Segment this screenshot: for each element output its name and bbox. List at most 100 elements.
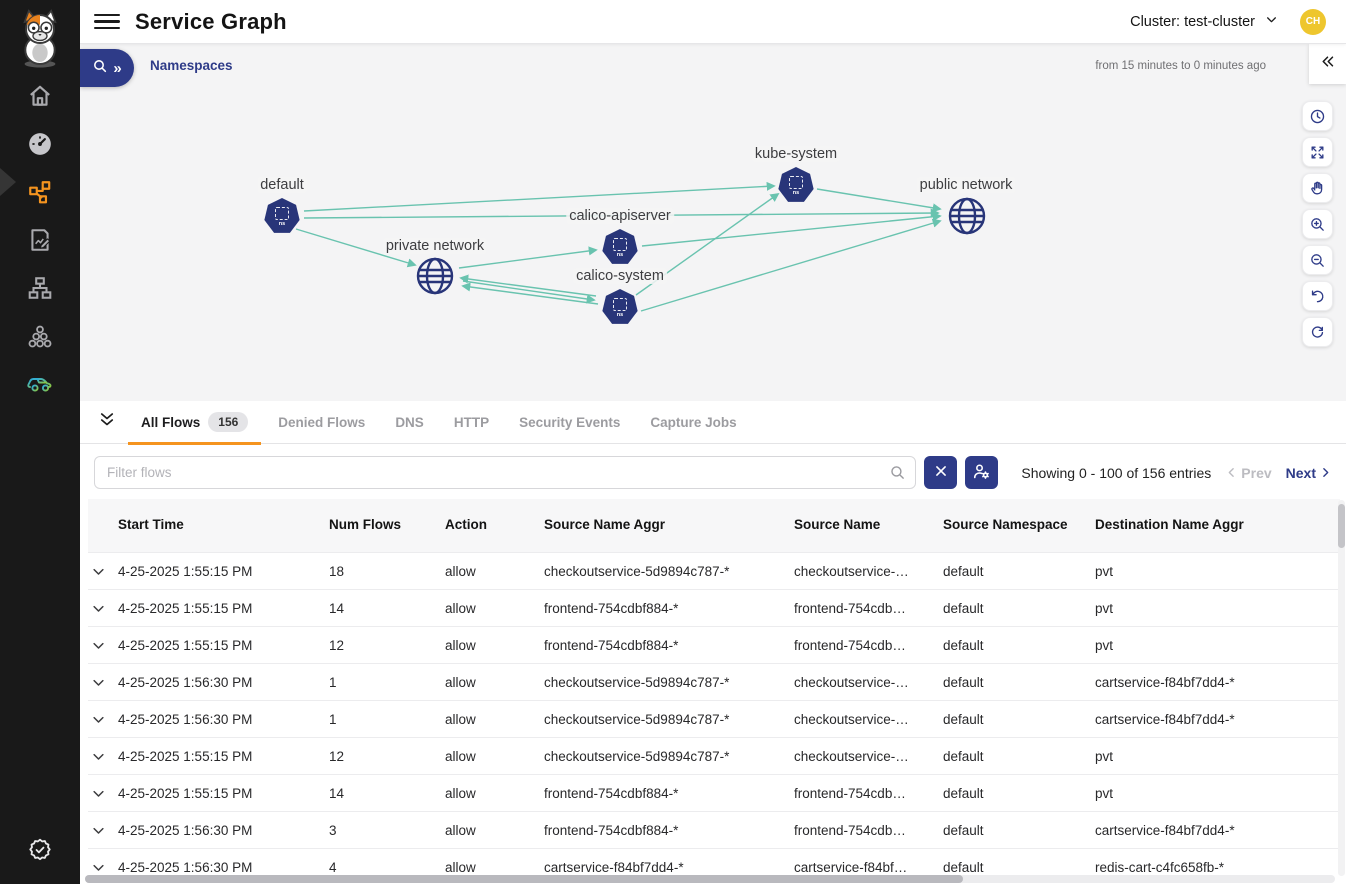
col-source-name-aggr[interactable]: Source Name Aggr (544, 517, 666, 533)
sidebar-item-policies[interactable] (20, 228, 60, 256)
reset-layout-button[interactable] (1302, 281, 1333, 311)
expand-row-chevron-icon[interactable] (88, 601, 118, 616)
cell-start-time: 4-25-2025 1:56:30 PM (118, 674, 253, 690)
expand-row-chevron-icon[interactable] (88, 786, 118, 801)
clock-icon (1310, 109, 1325, 123)
col-source-name[interactable]: Source Name (794, 517, 881, 533)
calico-cat-logo[interactable] (12, 8, 68, 70)
network-hierarchy-icon (27, 275, 53, 306)
refresh-icon (1311, 325, 1324, 338)
graph-search-button[interactable]: » (80, 49, 134, 87)
graph-node-calico-apiserver[interactable]: ns (602, 229, 638, 265)
table-row[interactable]: 4-25-2025 1:55:15 PM 14 allow frontend-7… (88, 774, 1340, 811)
vertical-scrollbar[interactable] (1338, 500, 1345, 876)
cell-source-name: checkoutservice-… (794, 563, 909, 579)
cell-num-flows: 12 (329, 748, 345, 764)
expand-row-chevron-icon[interactable] (88, 675, 118, 690)
cell-start-time: 4-25-2025 1:55:15 PM (118, 637, 253, 653)
clear-filter-button[interactable] (924, 456, 957, 489)
filter-row: Showing 0 - 100 of 156 entries Prev Next (80, 444, 1346, 499)
cluster-selector[interactable]: Cluster: test-cluster (1130, 13, 1278, 30)
graph-node-default[interactable]: ns (264, 198, 300, 234)
graph-node-label[interactable]: calico-apiserver (566, 208, 674, 224)
cell-source-name: frontend-754cdb… (794, 822, 906, 838)
tab-http[interactable]: HTTP (453, 414, 490, 430)
fit-to-screen-button[interactable] (1302, 137, 1333, 167)
cell-source-name-aggr: frontend-754cdbf884-* (544, 785, 679, 801)
graph-node-private-network[interactable] (414, 255, 456, 302)
expand-row-chevron-icon[interactable] (88, 712, 118, 727)
sidebar-item-network[interactable] (20, 276, 60, 304)
next-page-button[interactable]: Next (1286, 465, 1332, 481)
tab-capture-jobs[interactable]: Capture Jobs (650, 414, 737, 430)
service-graph-canvas[interactable]: » Namespaces from 15 minutes to 0 minute… (80, 44, 1346, 401)
time-settings-button[interactable] (1302, 101, 1333, 131)
zoom-out-button[interactable] (1302, 245, 1333, 275)
home-icon (27, 83, 53, 114)
table-row[interactable]: 4-25-2025 1:55:15 PM 12 allow checkoutse… (88, 737, 1340, 774)
collapse-flows-button[interactable] (94, 409, 120, 435)
col-start-time[interactable]: Start Time (118, 517, 184, 533)
user-avatar[interactable]: CH (1300, 8, 1326, 35)
cell-num-flows: 4 (329, 859, 337, 875)
sidebar-item-home[interactable] (20, 84, 60, 112)
tab-security-events[interactable]: Security Events (519, 414, 621, 430)
tab-denied-flows[interactable]: Denied Flows (278, 414, 366, 430)
graph-node-public-network[interactable] (946, 195, 988, 242)
cell-source-name-aggr: checkoutservice-5d9894c787-* (544, 563, 730, 579)
expand-row-chevron-icon[interactable] (88, 564, 118, 579)
col-destination-name-aggr[interactable]: Destination Name Aggr (1095, 517, 1244, 533)
cell-source-namespace: default (943, 859, 984, 875)
table-row[interactable]: 4-25-2025 1:55:15 PM 12 allow frontend-7… (88, 626, 1340, 663)
cell-destination-name-aggr: pvt (1095, 785, 1114, 801)
filter-flows-input[interactable] (94, 456, 916, 489)
cell-source-name: checkoutservice-… (794, 711, 909, 727)
graph-edges (295, 181, 942, 312)
graph-node-label[interactable]: public network (916, 177, 1016, 193)
sidebar-item-clusters[interactable] (20, 324, 60, 352)
graph-node-label[interactable]: kube-system (751, 146, 841, 162)
sidebar-item-certificate[interactable] (20, 838, 60, 866)
sidebar-item-compliance[interactable] (20, 372, 60, 400)
cell-num-flows: 14 (329, 600, 345, 616)
expand-row-chevron-icon[interactable] (88, 823, 118, 838)
expand-row-chevron-icon[interactable] (88, 638, 118, 653)
cell-source-name: checkoutservice-… (794, 674, 909, 690)
graph-node-label[interactable]: default (257, 177, 307, 193)
expand-row-chevron-icon[interactable] (88, 860, 118, 875)
table-row[interactable]: 4-25-2025 1:56:30 PM 3 allow frontend-75… (88, 811, 1340, 848)
sidebar-item-dashboard[interactable] (20, 132, 60, 160)
table-row[interactable]: 4-25-2025 1:55:15 PM 14 allow frontend-7… (88, 589, 1340, 626)
collapse-panel-button[interactable] (1309, 44, 1346, 84)
pan-button[interactable] (1302, 173, 1333, 203)
double-chevron-down-icon (98, 411, 116, 434)
flows-table: Start Time Num Flows Action Source Name … (88, 499, 1340, 884)
expand-row-chevron-icon[interactable] (88, 749, 118, 764)
tab-dns[interactable]: DNS (395, 414, 424, 430)
tab-all-flows[interactable]: All Flows 156 (126, 401, 263, 445)
graph-node-label[interactable]: private network (382, 238, 488, 254)
breadcrumb[interactable]: Namespaces (150, 58, 233, 73)
table-row[interactable]: 4-25-2025 1:56:30 PM 1 allow checkoutser… (88, 663, 1340, 700)
cell-action: allow (445, 563, 476, 579)
refresh-button[interactable] (1302, 317, 1333, 347)
horizontal-scrollbar[interactable] (85, 875, 1335, 883)
col-action[interactable]: Action (445, 517, 487, 533)
cell-num-flows: 14 (329, 785, 345, 801)
cell-action: allow (445, 711, 476, 727)
prev-page-button[interactable]: Prev (1225, 465, 1272, 481)
hamburger-menu-button[interactable] (94, 9, 120, 35)
cell-source-namespace: default (943, 674, 984, 690)
zoom-in-button[interactable] (1302, 209, 1333, 239)
cell-source-name: cartservice-f84bf… (794, 859, 908, 875)
table-row[interactable]: 4-25-2025 1:56:30 PM 1 allow checkoutser… (88, 700, 1340, 737)
graph-node-calico-system[interactable]: ns (602, 289, 638, 325)
col-source-namespace[interactable]: Source Namespace (943, 517, 1068, 533)
graph-node-label[interactable]: calico-system (573, 268, 667, 284)
table-row[interactable]: 4-25-2025 1:55:15 PM 18 allow checkoutse… (88, 552, 1340, 589)
graph-node-kube-system[interactable]: ns (778, 167, 814, 203)
cell-source-name-aggr: frontend-754cdbf884-* (544, 600, 679, 616)
column-settings-button[interactable] (965, 456, 998, 489)
col-num-flows[interactable]: Num Flows (329, 517, 402, 533)
sidebar-item-service-graph[interactable] (20, 180, 60, 208)
